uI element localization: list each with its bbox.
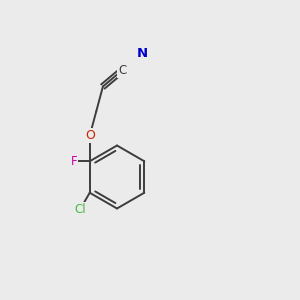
Text: Cl: Cl xyxy=(74,203,86,216)
Text: C: C xyxy=(118,64,127,76)
Text: O: O xyxy=(85,129,95,142)
Text: F: F xyxy=(71,155,77,168)
Text: N: N xyxy=(136,47,148,60)
